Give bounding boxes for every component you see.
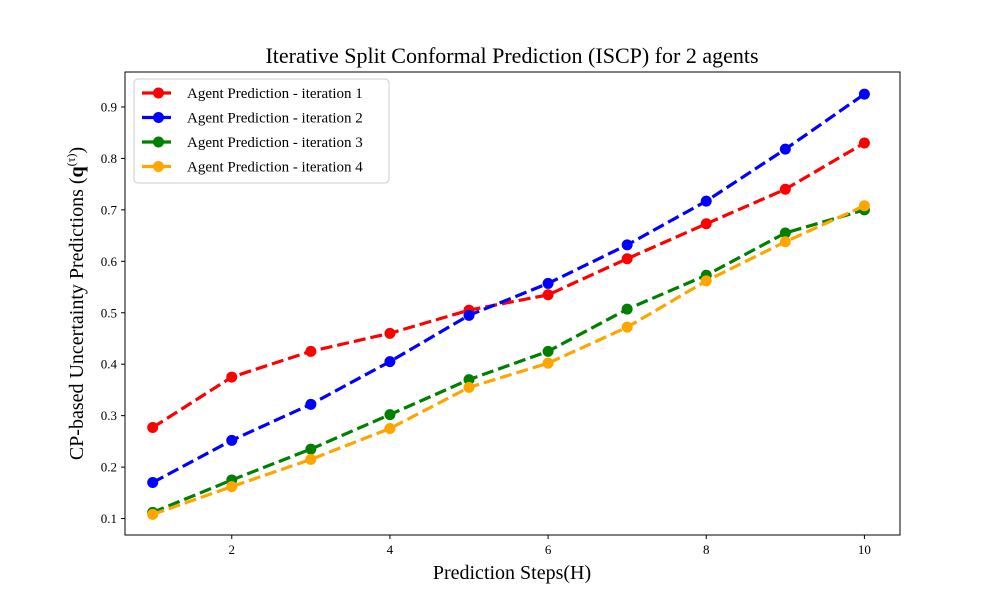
data-point xyxy=(700,275,712,287)
y-tick-label: 0.5 xyxy=(101,305,117,320)
y-axis-label-superscript: (τ) xyxy=(64,154,78,167)
data-point xyxy=(700,218,712,230)
data-point xyxy=(621,239,633,251)
data-point xyxy=(226,481,238,493)
series-iteration-1 xyxy=(147,137,870,433)
data-point xyxy=(305,443,317,455)
data-point xyxy=(384,409,396,421)
legend-entry-iteration-4: Agent Prediction - iteration 4 xyxy=(142,160,363,176)
y-tick-label: 0.7 xyxy=(101,202,118,217)
y-tick-label: 0.9 xyxy=(101,99,117,114)
y-axis-label-main: CP-based Uncertainty Predictions ( xyxy=(66,177,88,460)
x-tick-label: 4 xyxy=(387,542,394,557)
series-line xyxy=(152,204,866,516)
data-point xyxy=(858,88,870,100)
y-tick-label: 0.8 xyxy=(101,151,117,166)
data-point xyxy=(621,303,633,315)
data-point xyxy=(621,321,633,333)
data-point xyxy=(542,357,554,369)
y-tick-label: 0.1 xyxy=(101,511,117,526)
legend-label: Agent Prediction - iteration 4 xyxy=(187,160,363,176)
data-point xyxy=(779,183,791,195)
series-iteration-4 xyxy=(147,200,870,520)
x-axis-label: Prediction Steps(H) xyxy=(433,562,591,584)
x-tick-label: 8 xyxy=(703,542,710,557)
legend-entry-iteration-2: Agent Prediction - iteration 2 xyxy=(142,111,363,127)
data-point xyxy=(858,200,870,212)
data-point xyxy=(542,289,554,301)
series-iteration-3 xyxy=(147,204,870,518)
data-point xyxy=(779,236,791,248)
data-point xyxy=(542,277,554,289)
data-point xyxy=(147,421,159,433)
legend-label: Agent Prediction - iteration 3 xyxy=(187,135,363,151)
legend-marker xyxy=(153,136,164,148)
legend-box xyxy=(133,78,390,184)
ticks-layer: 2 4 6 8 10 0.1 0.2 0.3 0.4 0.5 0.6 0.7 0.8 0.9 xyxy=(101,99,871,557)
data-point xyxy=(858,137,870,149)
y-axis-label-bold: q xyxy=(66,166,88,177)
y-tick-label: 0.6 xyxy=(101,254,118,269)
legend-marker xyxy=(153,112,164,123)
data-point xyxy=(305,398,317,410)
data-point xyxy=(305,453,317,465)
data-point xyxy=(147,477,159,489)
data-point xyxy=(542,345,554,357)
data-point xyxy=(779,227,791,239)
legend: Agent Prediction - iteration 1 Agent Pred… xyxy=(133,78,390,184)
data-point xyxy=(305,345,317,357)
data-point xyxy=(226,434,238,446)
data-point xyxy=(147,508,159,520)
y-axis-label: CP-based Uncertainty Predictions (q(τ)) xyxy=(64,147,88,460)
data-point xyxy=(700,195,712,207)
data-point xyxy=(384,327,396,339)
data-point xyxy=(463,309,475,321)
data-point xyxy=(384,356,396,368)
data-point xyxy=(463,381,475,393)
x-tick-label: 10 xyxy=(858,542,871,557)
legend-entry-iteration-1: Agent Prediction - iteration 1 xyxy=(142,86,363,102)
chart-title: Iterative Split Conformal Prediction (IS… xyxy=(265,43,758,68)
data-point xyxy=(621,253,633,265)
legend-entry-iteration-3: Agent Prediction - iteration 3 xyxy=(142,135,363,151)
x-tick-label: 2 xyxy=(229,542,236,557)
legend-marker xyxy=(153,87,164,99)
series-line xyxy=(152,208,865,514)
series-layer xyxy=(147,88,870,520)
plot-frame xyxy=(124,71,901,536)
x-tick-label: 6 xyxy=(545,542,552,557)
y-axis-label-close: ) xyxy=(66,147,88,154)
data-point xyxy=(463,374,475,386)
series-line xyxy=(151,92,866,484)
data-point xyxy=(779,143,791,155)
legend-label: Agent Prediction - iteration 1 xyxy=(187,86,363,102)
data-point xyxy=(226,371,238,383)
y-tick-label: 0.3 xyxy=(101,408,117,423)
series-line xyxy=(151,141,866,429)
data-point xyxy=(384,423,396,435)
legend-marker xyxy=(153,161,164,172)
y-tick-label: 0.4 xyxy=(101,357,118,372)
series-iteration-2 xyxy=(147,88,870,489)
legend-label: Agent Prediction - iteration 2 xyxy=(187,111,363,127)
y-tick-label: 0.2 xyxy=(101,460,117,475)
